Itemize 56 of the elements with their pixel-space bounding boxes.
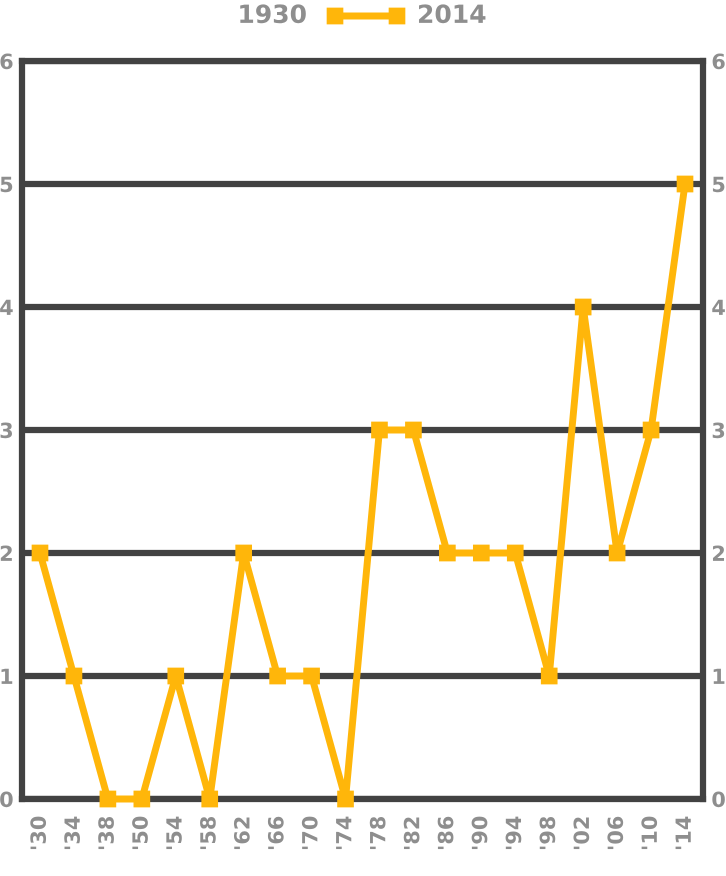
point bbox=[472, 544, 490, 562]
x-tick-label: '70 bbox=[302, 816, 318, 850]
point bbox=[642, 422, 660, 438]
point bbox=[100, 790, 116, 808]
x-tick-label: '98 bbox=[540, 816, 556, 850]
x-tick-label: '38 bbox=[98, 816, 114, 850]
point bbox=[676, 176, 694, 192]
point bbox=[303, 668, 320, 684]
y2-tick-label: 4 bbox=[712, 300, 725, 315]
point bbox=[337, 790, 354, 808]
point bbox=[235, 544, 252, 562]
x-tick-label: '34 bbox=[64, 816, 80, 850]
x-tick-label: '58 bbox=[200, 816, 216, 850]
x-tick-label: '30 bbox=[30, 816, 46, 850]
x-tick-label: '14 bbox=[676, 816, 691, 850]
text: 1930 bbox=[240, 4, 306, 24]
y-tick-label: 5 bbox=[0, 176, 12, 192]
y2-tick-label: 6 bbox=[712, 53, 725, 70]
point bbox=[134, 790, 150, 808]
y-tick-label: 0 bbox=[0, 791, 13, 808]
x-tick-label: '74 bbox=[336, 816, 352, 850]
x-tick-label: '86 bbox=[438, 816, 454, 850]
x-tick-label: '78 bbox=[370, 816, 386, 850]
y-tick-label: 1 bbox=[2, 668, 12, 684]
point bbox=[540, 668, 558, 684]
x-tick-label: '02 bbox=[573, 817, 590, 850]
x-tick-label: '82 bbox=[404, 817, 420, 850]
x-tick-label: '62 bbox=[234, 817, 250, 850]
point bbox=[608, 544, 626, 562]
point bbox=[439, 544, 456, 562]
text: 2014 bbox=[418, 4, 486, 24]
point bbox=[32, 544, 48, 562]
y2-tick-label: 5 bbox=[712, 176, 724, 192]
point bbox=[506, 544, 524, 562]
point bbox=[167, 668, 184, 684]
y-tick-label: 3 bbox=[0, 422, 12, 438]
y-tick-label: 2 bbox=[0, 545, 12, 561]
x-tick-label: '90 bbox=[472, 816, 488, 850]
x-tick-label: '66 bbox=[268, 816, 284, 850]
y2-tick-label: 2 bbox=[712, 545, 724, 561]
point bbox=[66, 668, 82, 684]
point bbox=[574, 298, 592, 316]
point bbox=[371, 422, 388, 438]
point bbox=[405, 422, 422, 438]
x-tick-label: '94 bbox=[506, 816, 522, 850]
point bbox=[269, 668, 286, 684]
x-tick-label: '10 bbox=[641, 816, 658, 850]
x-tick-label: '54 bbox=[166, 816, 182, 850]
x-tick-label: '50 bbox=[132, 816, 148, 850]
x-tick-label: '06 bbox=[607, 816, 624, 850]
y-tick-label: 4 bbox=[0, 300, 13, 315]
y2-tick-label: 0 bbox=[712, 791, 725, 808]
y-tick-label: 6 bbox=[0, 53, 13, 70]
y2-tick-label: 3 bbox=[712, 422, 724, 438]
point bbox=[201, 790, 218, 808]
y2-tick-label: 1 bbox=[714, 668, 724, 684]
